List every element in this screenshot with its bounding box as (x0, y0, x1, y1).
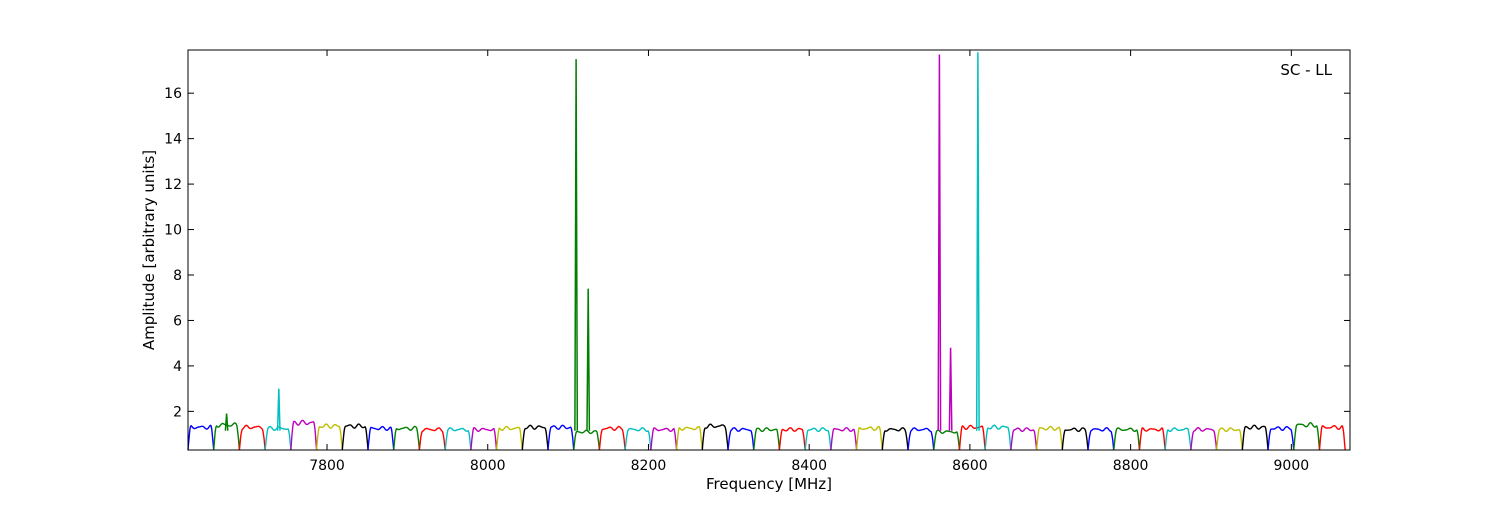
subband-line-44 (1293, 422, 1321, 451)
subband-line-41 (1215, 427, 1243, 451)
subband-line-28 (881, 427, 909, 451)
subband-line-1 (187, 424, 215, 451)
x-tick-label: 8800 (1113, 458, 1149, 474)
x-ticks: 7800 8000 8200 8400 8600 8800 9000 (309, 50, 1309, 474)
subband-line-42 (1241, 424, 1269, 451)
subband-line-14 (521, 424, 549, 451)
y-tick-label: 8 (173, 268, 182, 284)
subband-line-11 (444, 427, 472, 451)
subband-line-27 (855, 425, 883, 451)
y-tick-label: 12 (164, 177, 182, 193)
subband-line-25 (804, 427, 832, 451)
y-tick-label: 2 (173, 404, 182, 420)
subband-line-24 (778, 427, 806, 451)
subband-line-35 (1061, 427, 1089, 451)
spike-3 (574, 59, 579, 431)
subband-line-34 (1035, 425, 1063, 451)
y-tick-label: 4 (173, 359, 182, 375)
subband-line-40 (1190, 427, 1218, 451)
subband-line-39 (1164, 427, 1192, 451)
subband-line-31 (958, 424, 986, 451)
spike-4 (586, 288, 591, 431)
subband-line-33 (1010, 427, 1038, 451)
y-tick-label: 16 (164, 86, 182, 102)
subband-line-9 (393, 425, 421, 451)
x-tick-label: 8600 (952, 458, 988, 474)
y-tick-label: 14 (164, 132, 182, 148)
subband-line-17 (598, 425, 626, 451)
subband-line-6 (315, 423, 343, 451)
annotation-label: SC - LL (1280, 61, 1332, 79)
plot-frame (187, 49, 1351, 451)
subband-line-43 (1267, 425, 1295, 451)
subband-line-21 (701, 423, 729, 451)
subband-line-10 (418, 427, 446, 451)
spike-2 (276, 388, 281, 431)
subband-line-23 (753, 427, 781, 451)
x-axis-title: Frequency [MHz] (706, 475, 832, 493)
series-layer (187, 419, 1346, 451)
subband-line-2 (213, 422, 241, 451)
subband-line-3 (238, 424, 266, 451)
subband-line-45 (1318, 424, 1346, 451)
subband-line-38 (1138, 427, 1166, 451)
spike-1 (224, 413, 229, 431)
subband-line-29 (907, 427, 935, 451)
subband-line-5 (290, 419, 318, 451)
y-tick-label: 6 (173, 313, 182, 329)
x-tick-label: 8400 (791, 458, 827, 474)
subband-line-36 (1087, 426, 1115, 451)
x-tick-label: 8000 (470, 458, 506, 474)
y-tick-label: 10 (164, 223, 182, 239)
x-tick-label: 9000 (1274, 458, 1310, 474)
subband-line-19 (650, 427, 678, 451)
subband-line-22 (727, 427, 755, 451)
subband-line-20 (675, 425, 703, 451)
subband-line-18 (624, 427, 652, 451)
spike-6 (948, 347, 953, 431)
spike-7 (975, 52, 980, 431)
subband-line-26 (830, 427, 858, 451)
spike-5 (937, 54, 942, 431)
spike-layer (224, 52, 980, 431)
y-ticks: 2 4 6 8 10 12 14 16 (164, 86, 1350, 420)
subband-line-7 (341, 423, 369, 451)
y-axis-title: Amplitude [arbitrary units] (140, 150, 158, 350)
subband-line-13 (495, 425, 523, 451)
subband-line-12 (470, 427, 498, 451)
x-tick-label: 8200 (631, 458, 667, 474)
subband-line-8 (367, 425, 395, 451)
subband-line-15 (547, 424, 575, 451)
plot-background (188, 50, 1350, 450)
x-tick-label: 7800 (309, 458, 345, 474)
subband-line-37 (1113, 427, 1141, 451)
subband-line-32 (984, 424, 1012, 451)
